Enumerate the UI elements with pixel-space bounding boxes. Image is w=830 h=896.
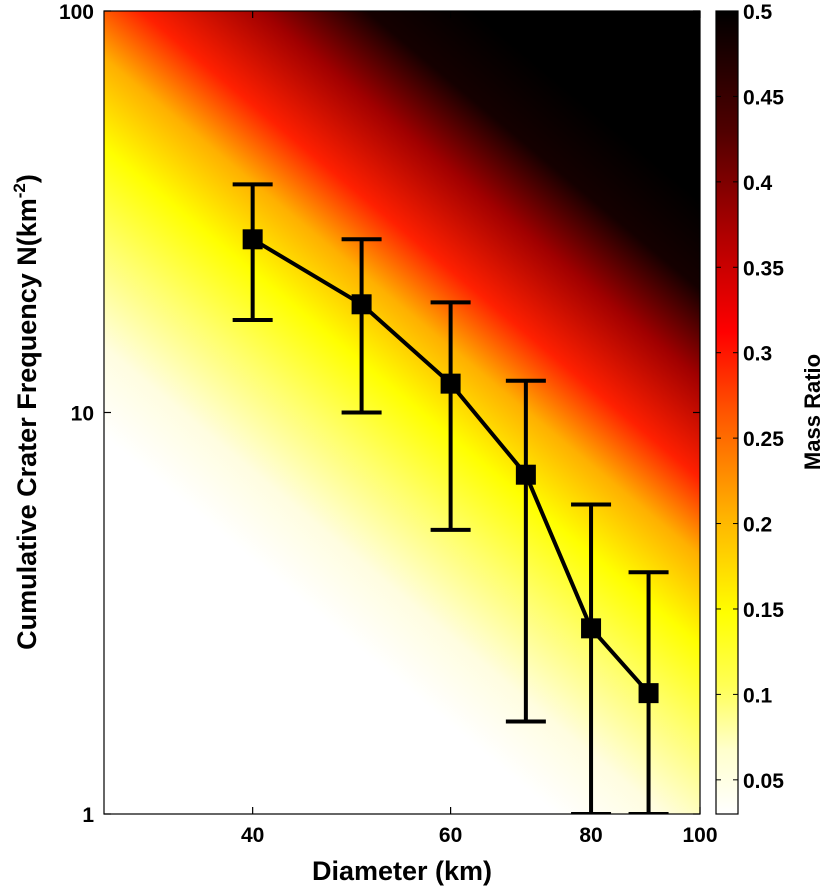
colorbar-tick-label: 0.4 bbox=[743, 172, 773, 195]
data-point bbox=[638, 683, 659, 704]
colorbar-tick-label: 0.05 bbox=[743, 770, 784, 793]
data-point bbox=[440, 373, 461, 394]
colorbar-tick-label: 0.3 bbox=[743, 343, 772, 366]
markers-layer bbox=[242, 229, 659, 704]
errorbars-layer bbox=[232, 182, 669, 814]
colorbar-tick-label: 0.5 bbox=[743, 1, 773, 24]
colorbar bbox=[715, 10, 739, 815]
x-axis-title: Diameter (km) bbox=[312, 856, 492, 886]
y-axis-title-superscript: -2 bbox=[10, 183, 29, 198]
data-point bbox=[242, 229, 263, 250]
colorbar-tick-label: 0.35 bbox=[743, 257, 784, 280]
y-tick-label: 1 bbox=[82, 804, 94, 827]
y-tick-label: 10 bbox=[71, 403, 94, 426]
x-tick-label: 80 bbox=[579, 824, 602, 847]
y-tick-label: 100 bbox=[59, 1, 94, 24]
contour-background bbox=[104, 11, 700, 814]
colorbar-tick-label: 0.25 bbox=[743, 428, 784, 451]
axis-ticks-layer: 40 60 80 100 1 10 100 bbox=[59, 1, 718, 847]
colorbar-tick-label: 0.45 bbox=[743, 86, 784, 109]
colorbar-tick-label: 0.1 bbox=[743, 684, 773, 707]
y-axis-title-close: ) bbox=[12, 174, 42, 183]
colorbar-title: Mass Ratio bbox=[800, 354, 825, 470]
line-layer bbox=[251, 237, 651, 695]
data-point bbox=[581, 618, 602, 639]
data-point bbox=[515, 464, 536, 485]
colorbar-tick-label: 0.2 bbox=[743, 514, 772, 537]
y-axis-title-main: Cumulative Crater Frequency N(km bbox=[12, 198, 42, 650]
x-tick-label: 100 bbox=[682, 824, 717, 847]
x-tick-label: 60 bbox=[439, 824, 462, 847]
colorbar-ticks-layer: 0.05 0.1 0.15 0.2 0.25 0.3 0.35 0.4 0.45 0.5 bbox=[716, 1, 784, 793]
y-axis-title: Cumulative Crater Frequency N(km-2) bbox=[10, 174, 42, 650]
colorbar-tick-label: 0.15 bbox=[743, 599, 784, 622]
series-line bbox=[251, 237, 651, 695]
x-tick-label: 40 bbox=[241, 824, 264, 847]
data-point bbox=[351, 294, 372, 315]
